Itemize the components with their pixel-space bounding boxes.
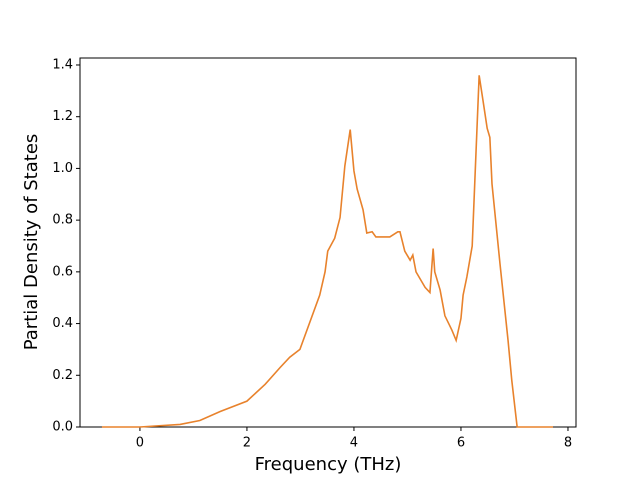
x-tick-label: 2 (243, 436, 251, 451)
y-tick-label: 1.4 (52, 57, 73, 72)
x-tick-label: 6 (457, 436, 465, 451)
x-axis-label: Frequency (THz) (255, 454, 402, 475)
y-tick-label: 0.2 (52, 368, 73, 383)
y-tick-label: 0.0 (52, 420, 73, 435)
line (101, 75, 553, 428)
x-tick-label: 8 (564, 436, 572, 451)
y-tick-label: 0.6 (52, 264, 73, 279)
plot-frame (79, 57, 577, 428)
y-tick-label: 0.4 (52, 316, 73, 331)
y-axis-label: Partial Density of States (21, 134, 42, 351)
y-tick-label: 1.0 (52, 161, 73, 176)
x-tick-label: 0 (136, 436, 144, 451)
x-tick-label: 4 (350, 436, 358, 451)
y-tick-label: 0.8 (52, 213, 73, 228)
y-tick-label: 1.2 (52, 109, 73, 124)
